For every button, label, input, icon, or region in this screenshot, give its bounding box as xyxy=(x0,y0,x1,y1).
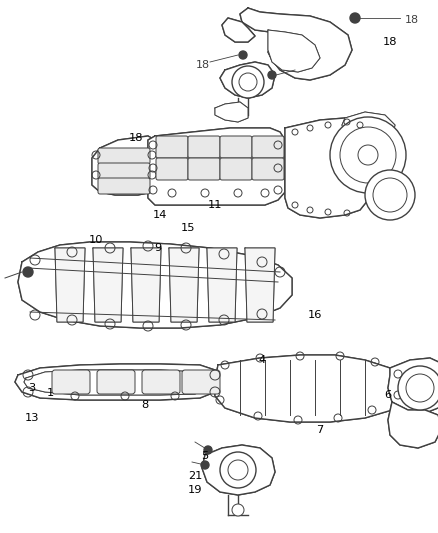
Polygon shape xyxy=(24,370,208,395)
Circle shape xyxy=(23,267,33,277)
FancyBboxPatch shape xyxy=(252,158,284,180)
FancyBboxPatch shape xyxy=(52,370,90,394)
Circle shape xyxy=(330,117,406,193)
Polygon shape xyxy=(245,248,275,322)
Polygon shape xyxy=(268,30,320,72)
Polygon shape xyxy=(15,364,218,400)
Circle shape xyxy=(268,71,276,79)
Text: 8: 8 xyxy=(141,400,148,410)
Polygon shape xyxy=(169,248,199,322)
FancyBboxPatch shape xyxy=(97,370,135,394)
FancyBboxPatch shape xyxy=(98,178,150,194)
Polygon shape xyxy=(93,248,123,322)
FancyBboxPatch shape xyxy=(182,370,220,394)
Circle shape xyxy=(228,460,248,480)
Polygon shape xyxy=(220,62,275,98)
Circle shape xyxy=(365,170,415,220)
FancyBboxPatch shape xyxy=(156,136,188,158)
FancyBboxPatch shape xyxy=(188,158,220,180)
FancyBboxPatch shape xyxy=(220,158,252,180)
Polygon shape xyxy=(222,18,255,42)
Polygon shape xyxy=(388,358,438,415)
Circle shape xyxy=(239,73,257,91)
Polygon shape xyxy=(18,242,292,328)
Polygon shape xyxy=(240,8,352,80)
Text: 16: 16 xyxy=(308,310,322,320)
Text: 10: 10 xyxy=(89,235,103,245)
Circle shape xyxy=(406,374,434,402)
Circle shape xyxy=(340,127,396,183)
Circle shape xyxy=(373,178,407,212)
FancyBboxPatch shape xyxy=(98,163,150,179)
Text: 21: 21 xyxy=(188,471,202,481)
Text: 15: 15 xyxy=(181,223,195,233)
Text: 3: 3 xyxy=(28,383,35,393)
FancyBboxPatch shape xyxy=(220,136,252,158)
Text: 18: 18 xyxy=(383,37,397,47)
Text: 13: 13 xyxy=(25,413,39,423)
Circle shape xyxy=(204,446,212,454)
Polygon shape xyxy=(285,118,368,218)
Circle shape xyxy=(350,13,360,23)
Text: 7: 7 xyxy=(316,425,324,435)
Circle shape xyxy=(232,504,244,516)
Polygon shape xyxy=(215,355,405,422)
Polygon shape xyxy=(207,248,237,322)
Polygon shape xyxy=(342,112,395,145)
FancyBboxPatch shape xyxy=(142,370,180,394)
FancyBboxPatch shape xyxy=(98,148,150,164)
Polygon shape xyxy=(131,248,161,322)
Text: 4: 4 xyxy=(258,355,265,365)
Polygon shape xyxy=(55,248,85,322)
Circle shape xyxy=(398,366,438,410)
Circle shape xyxy=(220,452,256,488)
FancyBboxPatch shape xyxy=(252,136,284,158)
Polygon shape xyxy=(215,102,248,122)
Polygon shape xyxy=(148,128,285,205)
Text: 6: 6 xyxy=(385,390,392,400)
Polygon shape xyxy=(202,445,275,495)
FancyBboxPatch shape xyxy=(156,158,188,180)
Polygon shape xyxy=(92,136,158,195)
FancyBboxPatch shape xyxy=(188,136,220,158)
Polygon shape xyxy=(388,402,438,448)
Text: 19: 19 xyxy=(188,485,202,495)
Text: 18: 18 xyxy=(196,60,210,70)
Text: 14: 14 xyxy=(153,210,167,220)
Text: 11: 11 xyxy=(208,200,222,210)
Text: 1: 1 xyxy=(46,388,53,398)
Text: 9: 9 xyxy=(154,243,162,253)
Text: 18: 18 xyxy=(129,133,143,143)
Circle shape xyxy=(201,461,209,469)
Circle shape xyxy=(239,51,247,59)
Text: 18: 18 xyxy=(405,15,419,25)
Text: 5: 5 xyxy=(201,451,208,461)
Circle shape xyxy=(232,66,264,98)
Circle shape xyxy=(358,145,378,165)
